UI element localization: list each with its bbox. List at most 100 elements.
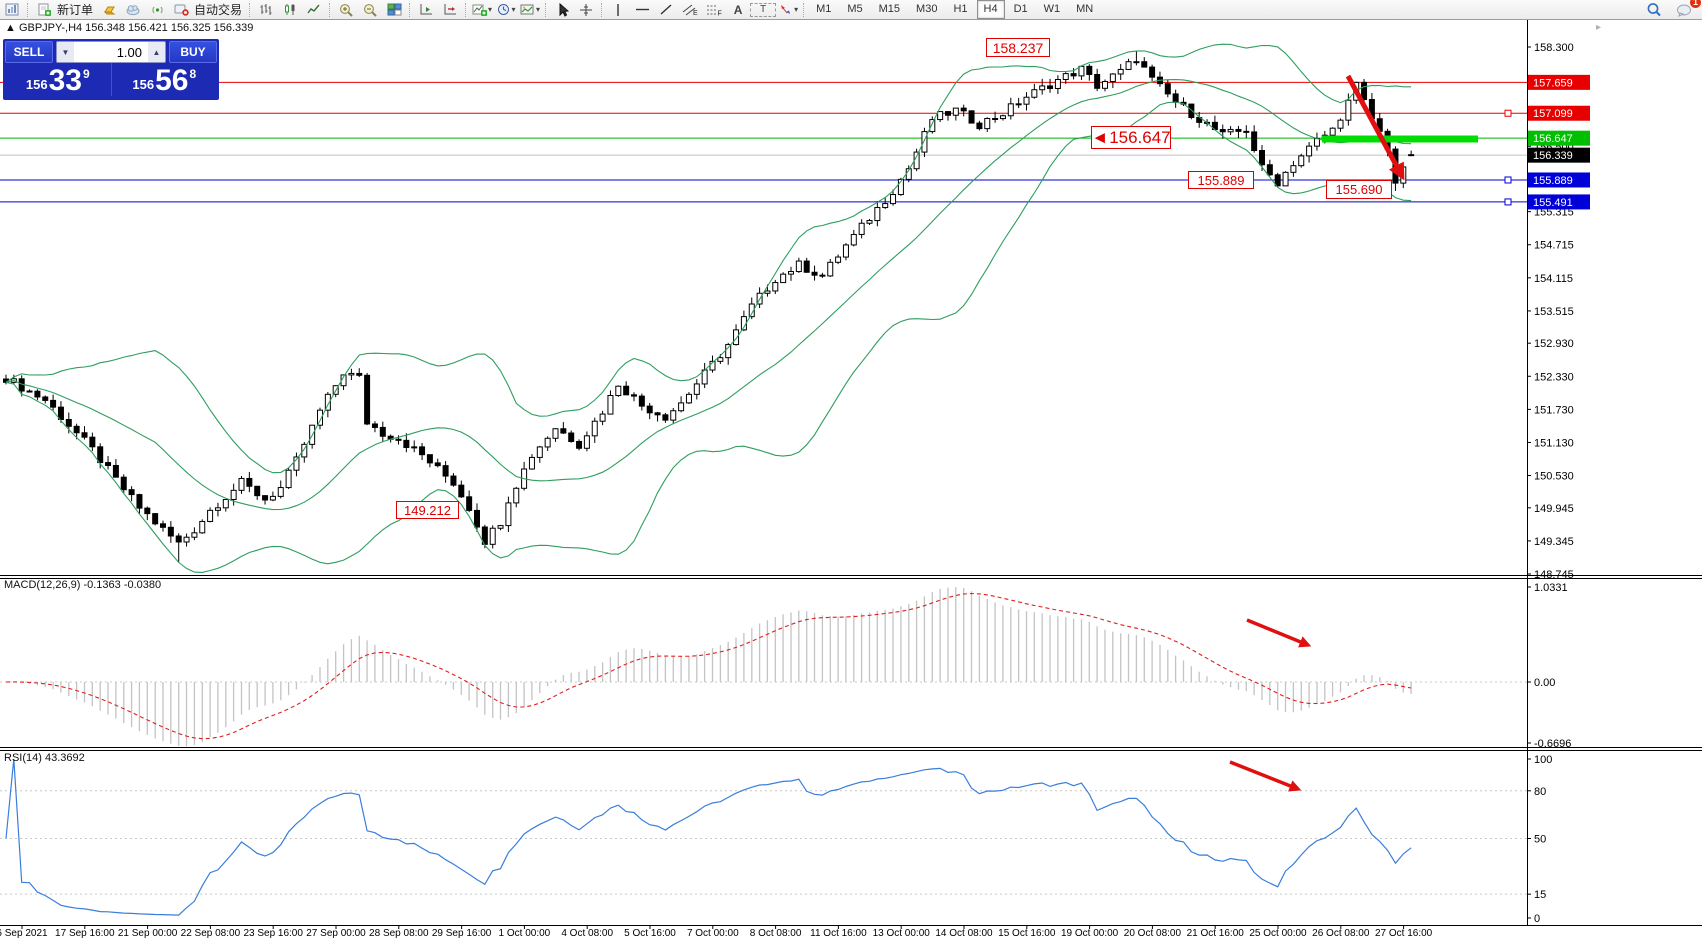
- red-down-arrow-macd[interactable]: [1246, 618, 1312, 648]
- svg-text:21 Sep 00:00: 21 Sep 00:00: [118, 928, 178, 939]
- svg-text:50: 50: [1534, 834, 1546, 846]
- line-handle[interactable]: [1504, 176, 1512, 184]
- svg-text:-0.6696: -0.6696: [1534, 738, 1571, 750]
- toolbar-separator: [27, 2, 29, 17]
- axis-price-badge: [1528, 105, 1590, 121]
- volume-input[interactable]: 1.00: [116, 44, 142, 60]
- add-indicator-icon[interactable]: ▾: [470, 1, 494, 18]
- search-icon[interactable]: [1642, 1, 1666, 18]
- text-label-icon[interactable]: T: [750, 2, 777, 17]
- signals-icon[interactable]: [145, 1, 169, 18]
- candlestick-icon[interactable]: [278, 1, 302, 18]
- macd-signal-line: [5, 592, 1412, 740]
- svg-text:152.330: 152.330: [1534, 371, 1574, 383]
- sell-price-point: 9: [82, 67, 90, 81]
- auto-scroll-icon[interactable]: [414, 1, 438, 18]
- svg-text:14 Oct 08:00: 14 Oct 08:00: [935, 928, 993, 939]
- autotrading-icon[interactable]: [169, 1, 193, 18]
- equidistant-channel-icon[interactable]: E: [678, 1, 702, 18]
- svg-text:4 Oct 08:00: 4 Oct 08:00: [561, 928, 613, 939]
- price-axis[interactable]: 158.300156.500155.315154.715154.115153.5…: [1504, 42, 1590, 925]
- timeframe-button-w1[interactable]: W1: [1043, 3, 1061, 15]
- chart-profiles-icon[interactable]: [97, 1, 121, 18]
- arrows-tool-icon[interactable]: ▾: [776, 1, 800, 18]
- sell-price[interactable]: 156 33 9: [5, 63, 111, 96]
- main-price-pane: [0, 43, 1527, 573]
- svg-text:21 Oct 16:00: 21 Oct 16:00: [1187, 928, 1245, 939]
- rsi-pane: [0, 758, 1527, 916]
- svg-text:29 Sep 16:00: 29 Sep 16:00: [432, 928, 492, 939]
- svg-text:155.889: 155.889: [1533, 175, 1573, 187]
- sell-button[interactable]: SELL: [5, 41, 53, 63]
- axis-price-badge: [1528, 194, 1590, 210]
- svg-text:22 Sep 08:00: 22 Sep 08:00: [181, 928, 241, 939]
- buy-button[interactable]: BUY: [169, 41, 217, 63]
- volume-decrease-button[interactable]: ▼: [57, 42, 74, 62]
- chart-shift-icon[interactable]: [438, 1, 462, 18]
- svg-text:154.715: 154.715: [1534, 240, 1574, 252]
- bollinger-bands: [5, 43, 1412, 573]
- candlestick-series: [3, 50, 1415, 563]
- svg-text:148.745: 148.745: [1534, 569, 1574, 581]
- cloud-icon[interactable]: [121, 1, 145, 18]
- line-handle[interactable]: [1504, 109, 1512, 117]
- timeframe-button-mn[interactable]: MN: [1076, 3, 1094, 15]
- svg-text:152.930: 152.930: [1534, 338, 1574, 350]
- timeframe-button-m5[interactable]: M5: [847, 3, 863, 15]
- svg-text:8 Oct 08:00: 8 Oct 08:00: [750, 928, 802, 939]
- svg-text:149.345: 149.345: [1534, 536, 1574, 548]
- line-chart-icon[interactable]: [302, 1, 326, 18]
- svg-text:15 Oct 16:00: 15 Oct 16:00: [998, 928, 1056, 939]
- red-down-arrow-main[interactable]: [1345, 74, 1405, 181]
- crosshair-icon[interactable]: [574, 1, 598, 18]
- horizontal-line-icon[interactable]: [630, 1, 654, 18]
- pane-borders: [0, 20, 1702, 926]
- timeframe-button-m30[interactable]: M30: [916, 3, 938, 15]
- svg-text:28 Sep 08:00: 28 Sep 08:00: [369, 928, 429, 939]
- trendline-icon[interactable]: [654, 1, 678, 18]
- axis-price-badge: [1528, 74, 1590, 90]
- new-order-label[interactable]: 新订单: [57, 3, 94, 17]
- vertical-line-icon[interactable]: [606, 1, 630, 18]
- toolbar-separator: [329, 2, 331, 17]
- rsi-line: [5, 758, 1412, 916]
- new-order-icon[interactable]: [32, 1, 56, 18]
- timeframe-button-m1[interactable]: M1: [816, 3, 832, 15]
- svg-text:20 Oct 08:00: 20 Oct 08:00: [1124, 928, 1182, 939]
- timeframe-button-m15[interactable]: M15: [878, 3, 901, 15]
- toolbar-separator: [601, 2, 603, 17]
- svg-text:0.00: 0.00: [1534, 677, 1555, 689]
- time-axis[interactable]: 6 Sep 2021 17 Sep 16:00 21 Sep 00:00 22 Sep…: [0, 926, 1433, 939]
- zoom-out-icon[interactable]: [358, 1, 382, 18]
- cursor-icon[interactable]: [550, 1, 574, 18]
- timeframe-buttons: M1 M5 M15 M30 H1 H4 D1 W1 MN: [808, 0, 1101, 19]
- autotrading-label[interactable]: 自动交易: [194, 3, 243, 17]
- templates-icon[interactable]: ▾: [518, 1, 542, 18]
- axis-price-badge: [1528, 147, 1590, 163]
- buy-price[interactable]: 156 56 8: [112, 63, 218, 96]
- timeframe-button-h4[interactable]: H4: [976, 0, 1005, 19]
- chevron-down-icon: ▾: [536, 5, 541, 14]
- svg-text:0: 0: [1534, 913, 1540, 925]
- tile-windows-icon[interactable]: [382, 1, 406, 18]
- chart-window-icon[interactable]: [0, 1, 24, 18]
- svg-text:23 Sep 16:00: 23 Sep 16:00: [243, 928, 303, 939]
- line-handle[interactable]: [1504, 198, 1512, 206]
- macd-histogram: [13, 587, 1412, 747]
- svg-text:155.491: 155.491: [1533, 197, 1573, 209]
- zoom-in-icon[interactable]: [334, 1, 358, 18]
- fibonacci-icon[interactable]: F: [702, 1, 726, 18]
- sell-price-figure: 156: [25, 77, 48, 92]
- toolbar: 新订单 自动交易 ▾ ▾ ▾ E F A T ▾ M1 M5 M15 M30 H1 H4 D: [0, 0, 1702, 20]
- periods-icon[interactable]: ▾: [494, 1, 518, 18]
- red-down-arrow-rsi[interactable]: [1229, 760, 1302, 792]
- timeframe-button-h1[interactable]: H1: [953, 3, 968, 15]
- volume-increase-button[interactable]: ▲: [148, 42, 165, 62]
- svg-text:155.315: 155.315: [1534, 207, 1574, 219]
- timeframe-button-d1[interactable]: D1: [1013, 3, 1028, 15]
- svg-text:13 Oct 00:00: 13 Oct 00:00: [873, 928, 931, 939]
- notifications-icon[interactable]: 1: [1672, 0, 1701, 18]
- bar-chart-icon[interactable]: [254, 1, 278, 18]
- text-icon[interactable]: A: [733, 2, 743, 17]
